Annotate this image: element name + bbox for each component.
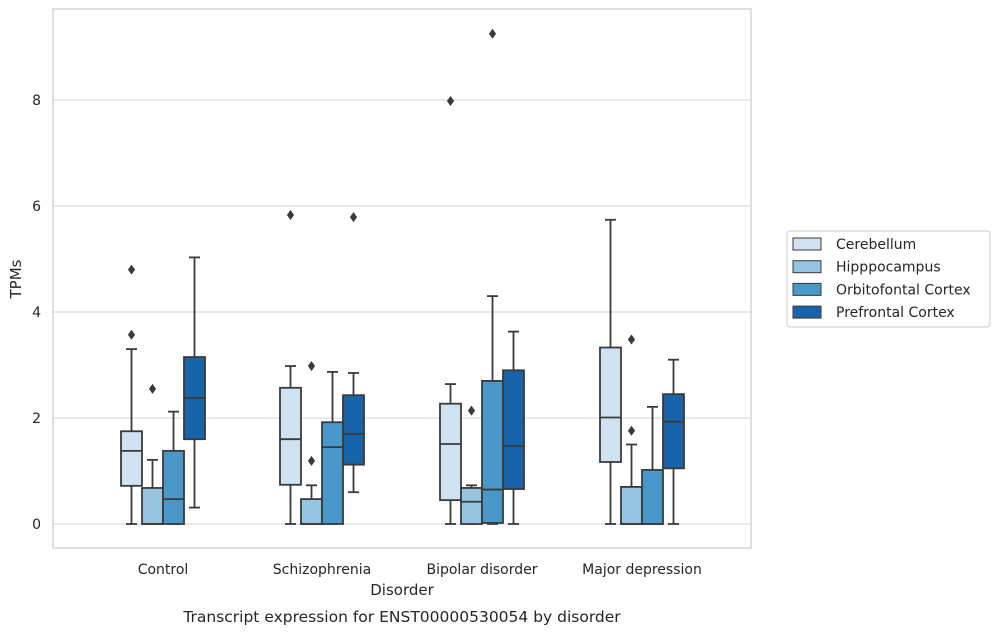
box-iqr xyxy=(342,394,365,466)
x-tick-label: Bipolar disorder xyxy=(426,562,537,578)
x-axis-label: Disorder xyxy=(370,581,434,599)
box xyxy=(279,210,302,525)
box xyxy=(662,358,685,525)
box-iqr xyxy=(599,346,622,463)
outlier-point xyxy=(307,361,316,372)
box-iqr xyxy=(641,469,664,525)
legend-label: Prefrontal Cortex xyxy=(836,305,955,321)
legend-swatch xyxy=(792,282,822,296)
box xyxy=(620,334,643,525)
x-axis-ticks: Control Schizophrenia Bipolar disorder Majo… xyxy=(138,562,702,578)
outlier-point xyxy=(349,212,358,223)
y-axis-ticks: 0 2 4 6 8 xyxy=(32,93,41,533)
y-tick-label: 2 xyxy=(32,411,41,427)
outlier-point xyxy=(467,405,476,416)
box-series xyxy=(120,28,685,525)
plot-area-frame xyxy=(52,8,752,549)
outlier-point xyxy=(488,28,497,39)
legend-swatch xyxy=(792,260,822,274)
box-iqr xyxy=(162,449,185,525)
outlier-point xyxy=(127,329,136,340)
series-hipppocampus xyxy=(141,334,643,525)
box xyxy=(502,330,525,525)
y-tick-label: 6 xyxy=(32,199,41,215)
box xyxy=(300,361,323,525)
box-iqr xyxy=(460,487,483,525)
box xyxy=(342,212,365,494)
outlier-point xyxy=(127,264,136,275)
legend: Cerebellum Hipppocampus Orbitofontal Corte… xyxy=(786,230,991,328)
box-iqr xyxy=(321,421,344,525)
box xyxy=(439,96,462,525)
box xyxy=(460,405,483,525)
box-iqr xyxy=(120,430,143,487)
box xyxy=(120,264,143,525)
box xyxy=(162,410,185,525)
x-tick-label: Major depression xyxy=(582,562,702,578)
box-iqr xyxy=(481,379,504,524)
y-tick-label: 4 xyxy=(32,305,41,321)
outlier-point xyxy=(627,425,636,436)
box-iqr xyxy=(439,402,462,502)
outlier-point xyxy=(307,455,316,466)
box xyxy=(481,28,504,525)
x-tick-label: Control xyxy=(138,562,189,578)
box xyxy=(641,405,664,525)
legend-label: Cerebellum xyxy=(836,237,916,253)
box-iqr xyxy=(279,386,302,486)
outlier-point xyxy=(627,334,636,345)
box-iqr xyxy=(502,369,525,490)
box-iqr xyxy=(141,487,164,525)
box xyxy=(599,218,622,525)
y-axis-label: TPMs xyxy=(7,259,25,299)
series-prefrontal-cortex xyxy=(183,212,685,525)
outlier-point xyxy=(446,96,455,107)
box-iqr xyxy=(300,498,323,525)
legend-swatch xyxy=(792,237,822,251)
box xyxy=(183,256,206,509)
chart-caption: Transcript expression for ENST0000053005… xyxy=(182,608,621,626)
outlier-point xyxy=(148,383,157,394)
series-cerebellum xyxy=(120,96,622,525)
x-tick-label: Schizophrenia xyxy=(273,562,371,578)
y-tick-label: 0 xyxy=(32,517,41,533)
box-iqr xyxy=(662,393,685,470)
box xyxy=(321,370,344,525)
legend-frame xyxy=(786,230,991,328)
legend-swatch xyxy=(792,305,822,319)
series-orbitofontal-cortex xyxy=(162,28,664,525)
legend-label: Hipppocampus xyxy=(836,260,941,276)
box-iqr xyxy=(620,485,643,525)
box xyxy=(141,383,164,525)
y-tick-label: 8 xyxy=(32,93,41,109)
legend-label: Orbitofontal Cortex xyxy=(836,282,971,298)
outlier-point xyxy=(286,210,295,221)
